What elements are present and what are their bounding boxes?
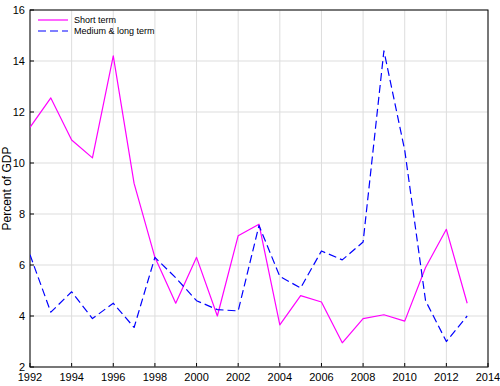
grid-line [30,163,488,164]
x-tick-label: 2006 [309,371,333,383]
tick-mark [30,112,34,113]
tick-mark [321,363,322,367]
tick-mark [71,363,72,367]
tick-mark [404,363,405,367]
legend-label: Medium & long term [74,26,155,36]
grid-line [404,10,405,367]
legend-label: Short term [74,15,116,25]
y-tick-label: 8 [19,208,25,220]
y-axis-label: Percent of GDP [0,146,14,230]
grid-line [71,10,72,367]
legend-swatch [38,30,68,31]
x-tick-label: 2002 [226,371,250,383]
tick-mark [30,163,34,164]
x-tick-label: 2000 [184,371,208,383]
plot-frame [30,10,488,367]
x-tick-label: 1996 [101,371,125,383]
tick-mark [154,363,155,367]
grid-line [238,10,239,367]
grid-line [30,316,488,317]
x-tick-label: 2004 [268,371,292,383]
grid-line [30,265,488,266]
tick-mark [30,214,34,215]
tick-mark [30,265,34,266]
tick-mark [238,363,239,367]
y-tick-label: 12 [13,106,25,118]
y-tick-label: 14 [13,55,25,67]
tick-mark [363,363,364,367]
grid-line [321,10,322,367]
grid-line [446,10,447,367]
grid-line [30,112,488,113]
y-tick-label: 6 [19,259,25,271]
grid-line [113,10,114,367]
legend-swatch [38,19,68,20]
y-tick-label: 4 [19,310,25,322]
tick-mark [279,363,280,367]
chart: 1992199419961998200020022004200620082010… [0,0,500,386]
series-line [30,51,467,342]
x-tick-label: 1994 [59,371,83,383]
series-line [30,56,467,343]
grid-line [279,10,280,367]
y-tick-label: 2 [19,361,25,373]
x-tick-label: 2010 [392,371,416,383]
x-tick-label: 2012 [434,371,458,383]
grid-line [196,10,197,367]
tick-mark [113,363,114,367]
tick-mark [196,363,197,367]
grid-line [154,10,155,367]
x-tick-label: 2014 [476,371,500,383]
y-tick-label: 10 [13,157,25,169]
grid-line [363,10,364,367]
x-tick-label: 1998 [143,371,167,383]
tick-mark [30,316,34,317]
y-tick-label: 16 [13,4,25,16]
x-tick-label: 2008 [351,371,375,383]
grid-line [30,61,488,62]
tick-mark [30,61,34,62]
grid-line [30,214,488,215]
tick-mark [446,363,447,367]
background [0,0,500,386]
plot-area [30,51,467,343]
